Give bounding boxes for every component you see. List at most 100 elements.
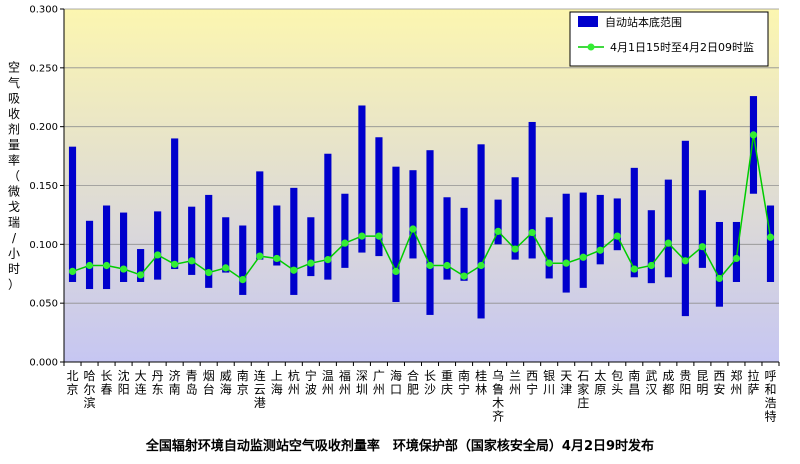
range-bar bbox=[443, 197, 451, 280]
x-tick-label: 重庆 bbox=[441, 369, 453, 397]
measurement-point bbox=[392, 267, 400, 275]
range-bar bbox=[664, 179, 672, 278]
range-bar bbox=[749, 96, 758, 194]
measurement-point bbox=[562, 259, 570, 267]
y-axis-title-text: 空气吸收剂量率（微戈瑞/小时） bbox=[8, 61, 20, 292]
y-axis-title: 空气吸收剂量率（微戈瑞/小时） bbox=[8, 61, 20, 292]
measurement-point bbox=[766, 233, 775, 241]
measurement-point bbox=[749, 131, 758, 139]
x-tick-label: 石家庄 bbox=[577, 369, 589, 410]
x-tick-label: 太原 bbox=[594, 368, 606, 397]
x-tick-label: 杭州 bbox=[288, 368, 300, 397]
measurement-point bbox=[119, 265, 128, 273]
measurement-point bbox=[273, 254, 281, 263]
range-bar bbox=[562, 193, 570, 293]
range-bar bbox=[290, 187, 298, 295]
measurement-point bbox=[85, 261, 94, 270]
x-tick-label: 呼和浩特 bbox=[764, 369, 776, 424]
x-tick-label: 海口 bbox=[390, 368, 402, 397]
x-tick-label: 沈阳 bbox=[118, 368, 130, 397]
x-tick-label: 郑州 bbox=[730, 368, 742, 397]
x-tick-label: 丹东 bbox=[152, 369, 164, 397]
x-tick-label: 成都 bbox=[662, 369, 674, 397]
measurement-point bbox=[341, 239, 349, 247]
measurement-point bbox=[358, 232, 366, 240]
x-tick-label: 南昌 bbox=[628, 368, 640, 397]
chart-title: 全国辐射环境自动监测站空气吸收剂量率 环境保护部（国家核安全局）4月2日9时发布 bbox=[145, 438, 654, 454]
x-tick-label: 西宁 bbox=[526, 369, 538, 397]
x-tick-label: 包头 bbox=[611, 369, 623, 397]
measurement-point bbox=[477, 261, 485, 270]
legend-label-range: 自动站本底范围 bbox=[605, 15, 682, 29]
measurement-point bbox=[494, 227, 502, 235]
measurement-point bbox=[239, 276, 247, 284]
range-bar bbox=[85, 220, 94, 290]
measurement-point bbox=[307, 259, 315, 267]
range-bar bbox=[511, 177, 519, 260]
x-tick-label: 大连 bbox=[135, 369, 147, 397]
x-tick-label: 桂林 bbox=[475, 368, 487, 397]
range-bar bbox=[137, 249, 145, 282]
legend-bar-swatch bbox=[578, 16, 598, 27]
range-bar bbox=[256, 171, 264, 260]
x-tick-label: 贵阳 bbox=[679, 369, 691, 397]
legend-marker-swatch bbox=[587, 43, 595, 51]
measurement-point bbox=[222, 264, 230, 272]
range-bar bbox=[596, 194, 604, 265]
x-tick-label: 拉萨 bbox=[747, 368, 759, 397]
x-tick-label: 银川 bbox=[543, 369, 555, 397]
measurement-point bbox=[426, 261, 434, 270]
measurement-point bbox=[256, 252, 264, 260]
x-tick-label: 西安 bbox=[713, 369, 725, 397]
x-tick-label: 兰州 bbox=[509, 369, 521, 397]
measurement-point bbox=[205, 268, 213, 277]
range-bar bbox=[358, 105, 366, 253]
measurement-point bbox=[630, 265, 638, 273]
range-bar bbox=[698, 190, 706, 268]
measurement-point bbox=[460, 272, 468, 280]
range-bar bbox=[647, 210, 655, 284]
measurement-point bbox=[324, 256, 332, 264]
x-tick-label: 温州 bbox=[322, 369, 334, 397]
range-bar bbox=[460, 207, 468, 281]
range-bar bbox=[426, 150, 434, 315]
y-axis-ticks: 0.000 0.050 0.100 0.150 0.200 0.250 0.300 bbox=[29, 5, 780, 369]
range-bar bbox=[273, 205, 281, 266]
range-bar bbox=[579, 192, 587, 288]
measurement-point bbox=[154, 251, 162, 259]
x-tick-label: 青岛 bbox=[186, 369, 198, 397]
measurement-point bbox=[171, 260, 179, 268]
measurement-point bbox=[511, 245, 519, 253]
y-tick-label: 0.100 bbox=[29, 240, 58, 251]
range-bar bbox=[154, 211, 162, 280]
measurement-line bbox=[68, 131, 775, 284]
x-tick-label: 长春 bbox=[101, 369, 113, 397]
gridlines bbox=[64, 8, 779, 304]
range-bar bbox=[477, 144, 485, 319]
measurement-point bbox=[528, 228, 536, 237]
range-bar bbox=[120, 212, 128, 282]
x-tick-label: 长沙 bbox=[424, 369, 436, 397]
measurement-point bbox=[732, 254, 741, 263]
x-tick-label: 南宁 bbox=[458, 368, 470, 397]
measurement-point bbox=[188, 257, 196, 265]
y-tick-label: 0.150 bbox=[29, 181, 58, 192]
x-tick-label: 南京 bbox=[237, 368, 249, 397]
measurement-point bbox=[545, 259, 553, 267]
range-bar bbox=[239, 225, 247, 295]
x-tick-label: 上海 bbox=[271, 369, 283, 397]
x-tick-label: 天津 bbox=[560, 369, 572, 397]
measurement-point bbox=[664, 239, 672, 247]
measurement-point bbox=[715, 274, 724, 283]
range-bar bbox=[630, 167, 638, 278]
x-axis-labels: 北京哈尔滨长春沈阳大连丹东济南青岛烟台威海南京连云港上海杭州宁波温州福州深圳广州… bbox=[67, 368, 777, 424]
range-bar bbox=[222, 217, 230, 273]
range-bar bbox=[528, 121, 536, 259]
measurement-point bbox=[409, 225, 417, 233]
range-bar bbox=[102, 205, 111, 290]
y-tick-label: 0.250 bbox=[29, 63, 58, 74]
x-tick-label: 广州 bbox=[373, 369, 385, 397]
measurement-point bbox=[681, 257, 689, 265]
x-tick-label: 武汉 bbox=[645, 369, 657, 397]
